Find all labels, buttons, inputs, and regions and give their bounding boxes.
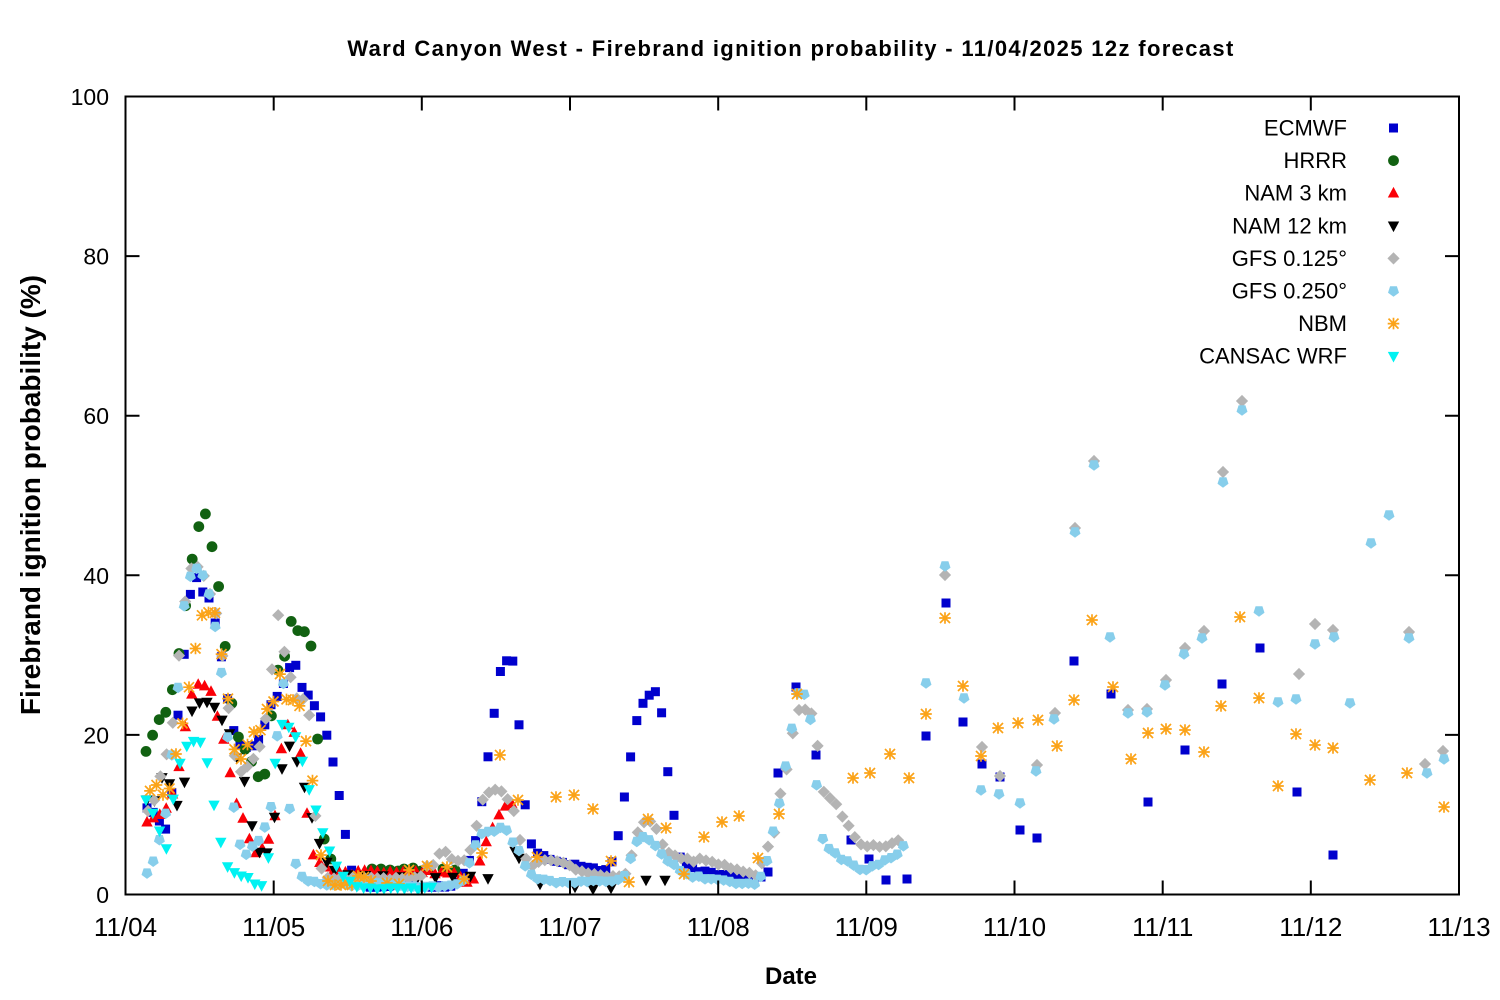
svg-text:NAM 3 km: NAM 3 km <box>1244 181 1347 206</box>
svg-text:Firebrand ignition probability: Firebrand ignition probability (%) <box>15 275 46 715</box>
svg-text:11/06: 11/06 <box>390 912 453 942</box>
svg-text:GFS 0.250°: GFS 0.250° <box>1232 279 1347 304</box>
svg-text:Ward Canyon West - Firebrand i: Ward Canyon West - Firebrand ignition pr… <box>347 36 1234 61</box>
svg-text:11/05: 11/05 <box>242 912 305 942</box>
svg-text:11/13: 11/13 <box>1427 912 1490 942</box>
svg-text:HRRR: HRRR <box>1283 148 1347 173</box>
svg-text:11/10: 11/10 <box>983 912 1046 942</box>
svg-text:11/08: 11/08 <box>687 912 750 942</box>
svg-text:11/09: 11/09 <box>835 912 898 942</box>
svg-text:80: 80 <box>83 244 109 270</box>
svg-text:11/12: 11/12 <box>1279 912 1342 942</box>
svg-text:20: 20 <box>83 722 109 748</box>
svg-text:11/07: 11/07 <box>538 912 601 942</box>
svg-text:ECMWF: ECMWF <box>1264 116 1347 141</box>
svg-text:60: 60 <box>83 403 109 429</box>
svg-text:100: 100 <box>71 84 109 110</box>
svg-text:40: 40 <box>83 563 109 589</box>
svg-text:0: 0 <box>96 882 109 908</box>
svg-text:Date: Date <box>765 963 817 990</box>
svg-text:11/11: 11/11 <box>1132 912 1193 942</box>
svg-text:11/04: 11/04 <box>94 912 157 942</box>
svg-text:NBM: NBM <box>1298 311 1347 336</box>
svg-text:GFS 0.125°: GFS 0.125° <box>1232 246 1347 271</box>
svg-text:NAM 12 km: NAM 12 km <box>1232 213 1347 238</box>
svg-text:CANSAC WRF: CANSAC WRF <box>1199 344 1347 369</box>
